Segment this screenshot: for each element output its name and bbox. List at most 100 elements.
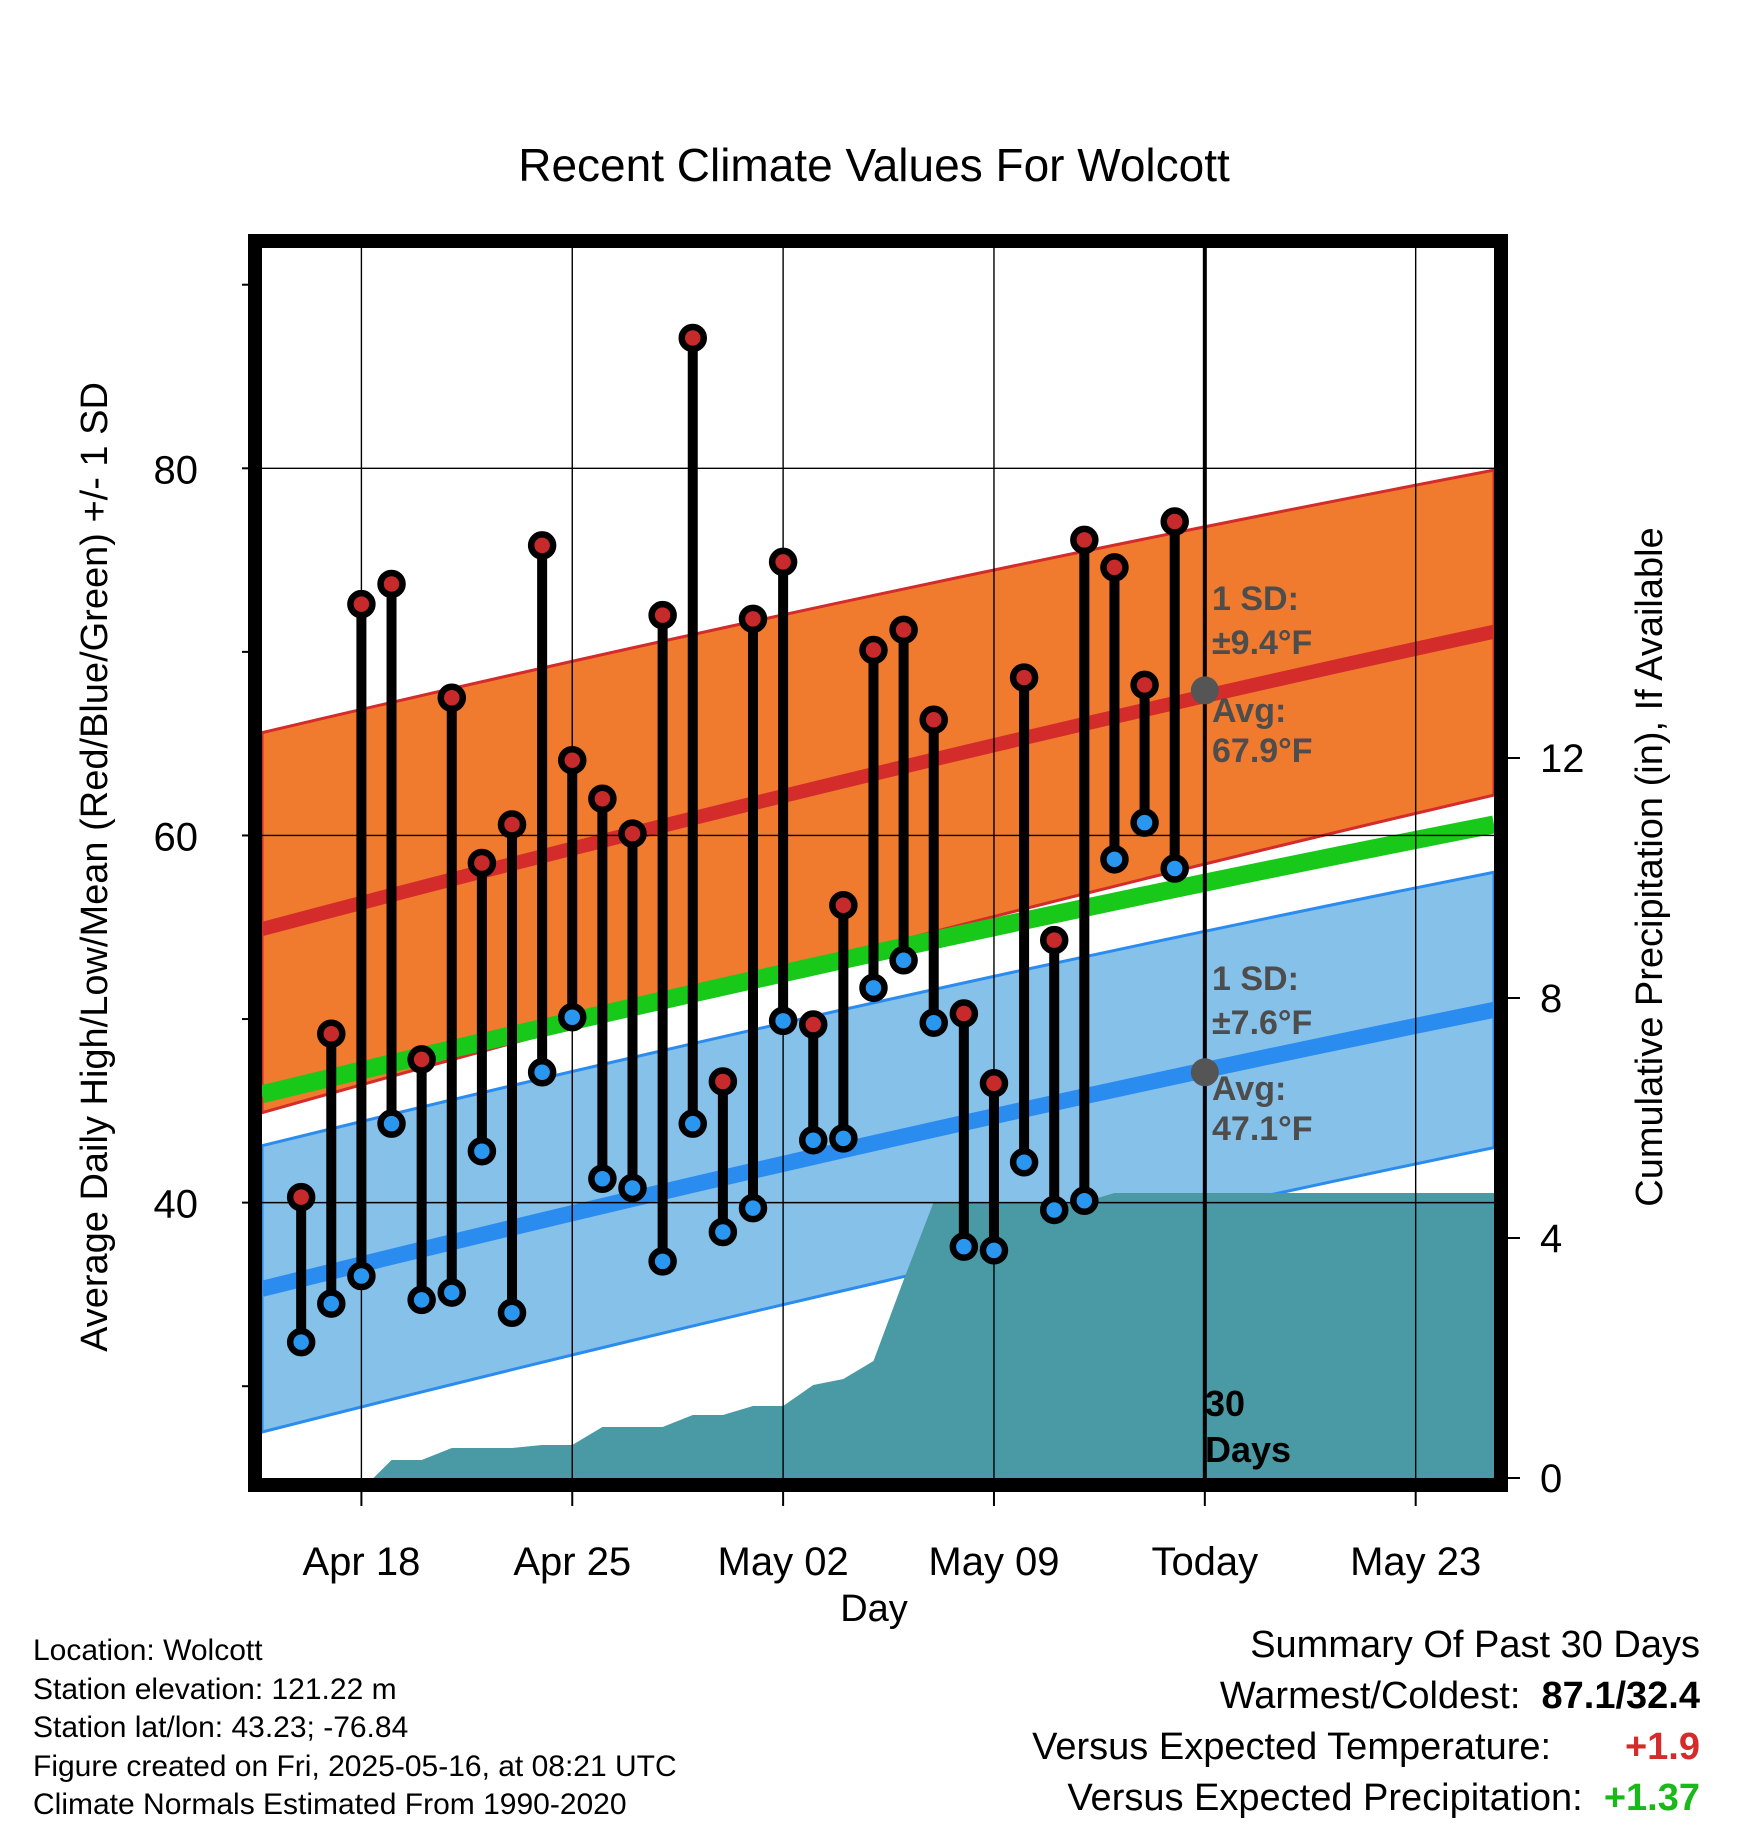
- daily-low-marker: [1070, 1186, 1099, 1216]
- elevation-text: Station elevation: 121.22 m: [33, 1672, 397, 1706]
- precip-deviation-row: Versus Expected Precipitation: +1.37: [1032, 1773, 1700, 1824]
- daily-low-marker: [919, 1008, 948, 1037]
- x-axis-label: Day: [840, 1588, 908, 1630]
- daily-high-marker: [708, 1067, 738, 1096]
- daily-high-marker: [648, 600, 677, 630]
- daily-low-marker: [798, 1125, 828, 1155]
- daily-low-marker: [678, 1109, 707, 1138]
- daily-high-marker: [859, 635, 888, 665]
- daily-low-marker: [949, 1232, 979, 1261]
- daily-low-marker: [437, 1278, 467, 1307]
- daily-high-marker: [467, 848, 497, 878]
- right-axis-label: Cumulative Precipitation (in), If Availa…: [1629, 527, 1671, 1207]
- x-tick-label: May 02: [718, 1540, 849, 1584]
- daily-high-marker: [1130, 670, 1159, 700]
- daily-low-marker: [1009, 1147, 1039, 1177]
- high-sd-label-2: ±9.4°F: [1212, 624, 1312, 662]
- daily-low-marker: [377, 1109, 406, 1138]
- left-tick-label: 40: [154, 1183, 199, 1227]
- daily-low-marker: [889, 946, 918, 975]
- daily-low-marker: [588, 1164, 617, 1194]
- daily-markers: [286, 323, 1189, 1357]
- daily-low-marker: [286, 1327, 316, 1357]
- warmest-coldest-value: 87.1/32.4: [1541, 1675, 1700, 1717]
- daily-high-marker: [949, 999, 979, 1028]
- daily-low-marker: [1130, 808, 1159, 837]
- warmest-coldest-row: Warmest/Coldest: 87.1/32.4: [1032, 1671, 1700, 1722]
- daily-low-marker: [467, 1136, 497, 1166]
- daily-low-marker: [558, 1002, 587, 1032]
- daily-high-marker: [618, 819, 647, 848]
- daily-high-marker: [1100, 553, 1129, 582]
- daily-low-marker: [708, 1217, 738, 1247]
- daily-high-marker: [678, 323, 707, 353]
- annotations: 1 SD: ±9.4°F Avg: 67.9°F 1 SD: ±7.6°F Av…: [1190, 580, 1313, 1470]
- left-tick-label: 60: [154, 815, 199, 859]
- high-avg-label-1: Avg:: [1212, 692, 1286, 730]
- daily-high-marker: [437, 683, 467, 713]
- daily-high-marker: [1070, 525, 1099, 555]
- high-sd-label-1: 1 SD:: [1212, 580, 1299, 618]
- daily-high-marker: [286, 1182, 316, 1212]
- right-tick-label: 4: [1540, 1217, 1562, 1261]
- daily-low-marker: [859, 973, 888, 1003]
- daily-high-marker: [919, 705, 948, 735]
- right-tick-label: 12: [1540, 737, 1585, 781]
- right-tick-label: 0: [1540, 1457, 1562, 1501]
- x-tick-label: Today: [1151, 1540, 1258, 1584]
- x-tick-label: May 09: [928, 1540, 1059, 1584]
- low-sd-band: [262, 870, 1494, 1434]
- daily-high-marker: [1160, 507, 1189, 536]
- plot-frame: [248, 234, 1508, 1492]
- daily-low-marker: [1160, 854, 1189, 883]
- daily-high-marker: [377, 569, 406, 599]
- x-tick-label: May 23: [1350, 1540, 1481, 1584]
- daily-low-marker: [497, 1298, 527, 1328]
- daily-high-marker: [1009, 663, 1039, 692]
- low-avg-label-2: 47.1°F: [1212, 1110, 1313, 1148]
- low-avg-label-1: Avg:: [1212, 1070, 1286, 1108]
- daily-low-marker: [648, 1247, 677, 1276]
- daily-low-marker: [317, 1289, 346, 1318]
- daily-low-marker: [979, 1236, 1009, 1265]
- daily-high-marker: [979, 1069, 1009, 1098]
- precipitation-area: [262, 1193, 1494, 1478]
- x-tick-label: Apr 25: [513, 1540, 631, 1584]
- daily-range-bars: [296, 337, 1180, 1343]
- daily-high-marker: [527, 531, 557, 560]
- daily-high-marker: [588, 784, 617, 813]
- location-text: Location: Wolcott: [33, 1634, 263, 1667]
- created-text: Figure created on Fri, 2025-05-16, at 08…: [33, 1749, 677, 1783]
- low-sd-label-1: 1 SD:: [1212, 960, 1299, 998]
- daily-high-marker: [738, 604, 768, 634]
- summary-heading: Summary Of Past 30 Days: [1250, 1624, 1700, 1666]
- daily-low-marker: [738, 1193, 768, 1223]
- low-sd-label-2: ±7.6°F: [1212, 1004, 1312, 1042]
- warmest-coldest-label: Warmest/Coldest:: [1219, 1675, 1521, 1717]
- plot-area: [262, 248, 1494, 1478]
- daily-high-marker: [829, 890, 858, 920]
- low-average-line: [262, 1002, 1494, 1297]
- daily-high-marker: [798, 1010, 828, 1039]
- high-avg-label-2: 67.9°F: [1212, 732, 1313, 770]
- daily-low-marker: [527, 1058, 557, 1087]
- daily-high-marker: [347, 589, 376, 619]
- daily-high-marker: [407, 1045, 436, 1074]
- normals-text: Climate Normals Estimated From 1990-2020: [33, 1788, 627, 1821]
- high-average-marker: [1190, 676, 1219, 705]
- low-average-marker: [1190, 1058, 1219, 1087]
- precip-deviation-value: +1.37: [1603, 1777, 1700, 1819]
- temp-deviation-label: Versus Expected Temperature:: [1032, 1726, 1552, 1768]
- days-label-1: 30: [1205, 1383, 1245, 1424]
- daily-low-marker: [768, 1006, 798, 1036]
- x-tick-label: Apr 18: [302, 1540, 420, 1584]
- daily-low-marker: [347, 1261, 376, 1291]
- daily-low-marker: [1100, 845, 1129, 874]
- precip-deviation-label: Versus Expected Precipitation:: [1067, 1777, 1583, 1819]
- daily-high-marker: [558, 745, 587, 775]
- chart-title: Recent Climate Values For Wolcott: [518, 139, 1230, 191]
- daily-high-marker: [317, 1019, 346, 1048]
- daily-high-marker: [497, 810, 527, 839]
- right-tick-label: 8: [1540, 977, 1562, 1021]
